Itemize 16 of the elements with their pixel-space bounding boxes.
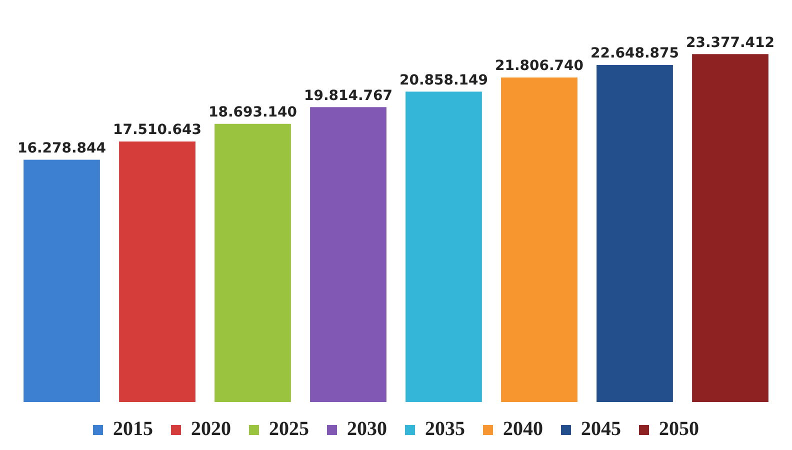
data-label: 23.377.412	[686, 34, 775, 51]
legend-label: 2015	[113, 418, 153, 440]
legend-label: 2025	[269, 418, 309, 440]
legend-label: 2040	[503, 418, 543, 440]
legend-label: 2030	[347, 418, 387, 440]
legend-label: 2050	[659, 418, 699, 440]
data-label: 16.278.844	[17, 140, 106, 156]
data-label: 17.510.643	[112, 122, 202, 138]
legend-label: 2045	[581, 418, 621, 440]
legend-label: 2035	[425, 418, 465, 440]
data-label: 21.806.740	[494, 58, 584, 74]
data-label: 18.693.140	[208, 104, 298, 120]
data-label: 20.858.149	[399, 72, 488, 88]
data-label: 22.648.875	[590, 46, 680, 62]
data-label: 19.814.767	[304, 88, 393, 104]
legend-label: 2020	[191, 418, 231, 440]
